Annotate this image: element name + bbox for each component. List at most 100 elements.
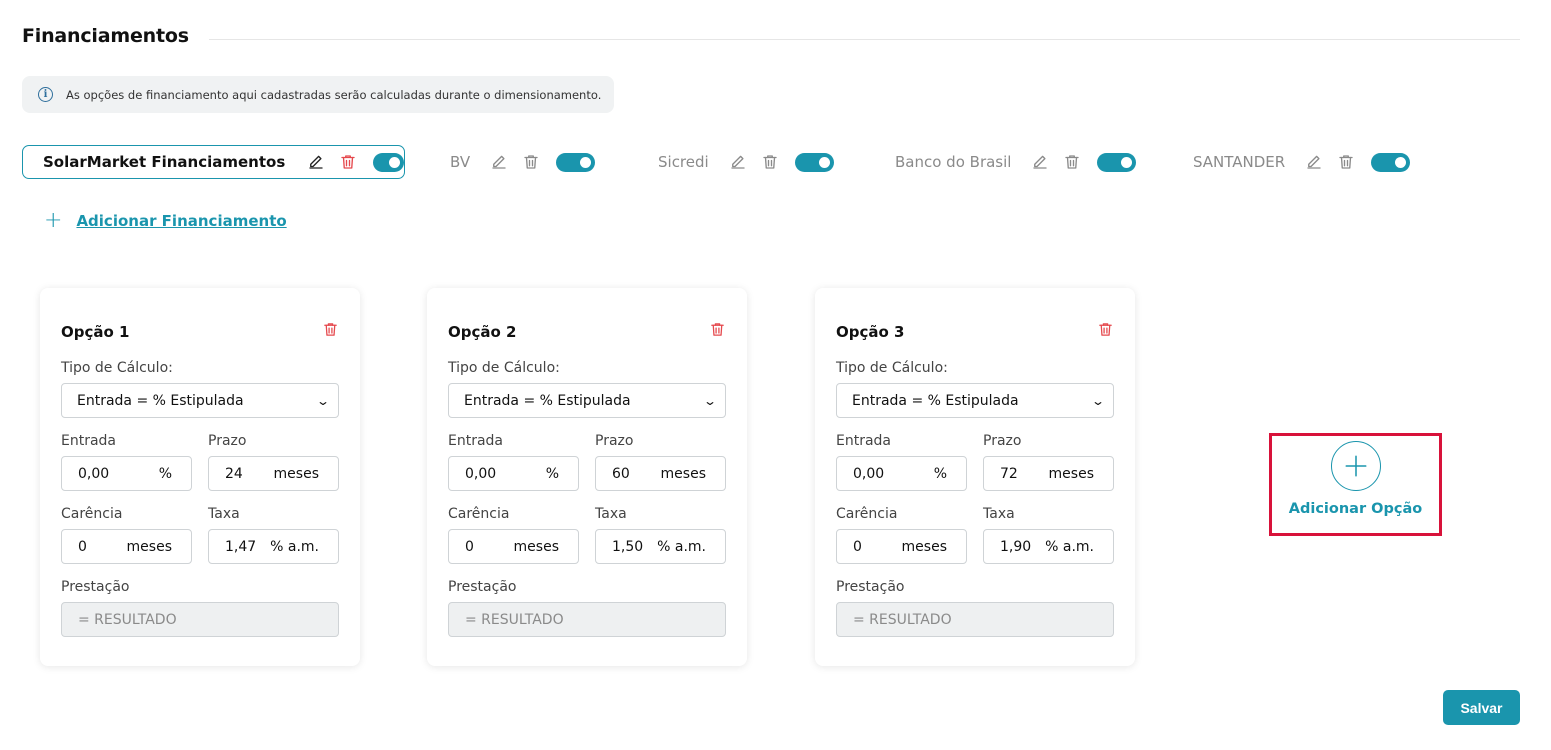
toggle-knob — [389, 156, 400, 168]
prestacao-label: Prestação — [836, 579, 905, 595]
carencia-value: 0 — [853, 538, 862, 555]
trash-icon[interactable] — [761, 153, 779, 171]
prazo-input[interactable]: 60 meses — [595, 456, 726, 491]
taxa-input[interactable]: 1,50 % a.m. — [595, 529, 726, 564]
calc-type-label: Tipo de Cálculo: — [448, 360, 560, 376]
prazo-unit: meses — [1048, 465, 1094, 482]
prazo-value: 72 — [1000, 465, 1018, 482]
entrada-unit: % — [933, 465, 947, 482]
toggle-knob — [818, 156, 830, 168]
tab-solarmarket-financiamentos[interactable]: SolarMarket Financiamentos — [22, 145, 405, 179]
entrada-input[interactable]: 0,00 % — [448, 456, 579, 491]
toggle-knob — [1121, 156, 1133, 168]
entrada-value: 0,00 — [78, 465, 110, 482]
carencia-value: 0 — [465, 538, 474, 555]
entrada-unit: % — [158, 465, 172, 482]
carencia-label: Carência — [836, 506, 898, 522]
add-financing-link[interactable]: + Adicionar Financiamento — [44, 210, 287, 232]
pencil-icon[interactable] — [1305, 153, 1323, 171]
pencil-icon[interactable] — [1031, 153, 1049, 171]
calc-type-select[interactable]: Entrada = % Estipulada ⌄ — [61, 383, 339, 418]
taxa-value: 1,47 — [225, 538, 257, 555]
taxa-unit: % a.m. — [270, 538, 319, 555]
prazo-value: 60 — [612, 465, 630, 482]
prazo-label: Prazo — [983, 433, 1022, 449]
prazo-unit: meses — [273, 465, 319, 482]
entrada-label: Entrada — [448, 433, 504, 449]
prestacao-label: Prestação — [448, 579, 517, 595]
prestacao-placeholder: = RESULTADO — [853, 611, 952, 628]
trash-icon[interactable] — [322, 321, 339, 342]
carencia-input[interactable]: 0 meses — [61, 529, 192, 564]
pencil-icon[interactable] — [729, 153, 747, 171]
calc-type-value: Entrada = % Estipulada — [77, 392, 244, 409]
prazo-input[interactable]: 24 meses — [208, 456, 339, 491]
taxa-unit: % a.m. — [657, 538, 706, 555]
card-title: Opção 3 — [836, 322, 905, 341]
calc-type-select[interactable]: Entrada = % Estipulada ⌄ — [836, 383, 1114, 418]
prestacao-placeholder: = RESULTADO — [78, 611, 177, 628]
card-header: Opção 1 — [61, 321, 339, 342]
carencia-value: 0 — [78, 538, 87, 555]
calc-type-label: Tipo de Cálculo: — [836, 360, 948, 376]
prestacao-placeholder: = RESULTADO — [465, 611, 564, 628]
calc-type-value: Entrada = % Estipulada — [464, 392, 631, 409]
option-card-2: Opção 2 Tipo de Cálculo: Entrada = % Est… — [427, 288, 747, 666]
chevron-down-icon: ⌄ — [315, 393, 331, 408]
carencia-unit: meses — [901, 538, 947, 555]
carencia-input[interactable]: 0 meses — [836, 529, 967, 564]
carencia-label: Carência — [61, 506, 123, 522]
page-header: Financiamentos — [22, 22, 1520, 50]
entrada-input[interactable]: 0,00 % — [836, 456, 967, 491]
tab-banco-do-brasil[interactable]: Banco do Brasil — [895, 145, 1137, 179]
entrada-unit: % — [545, 465, 559, 482]
tab-name: SANTANDER — [1193, 153, 1286, 171]
pencil-icon[interactable] — [490, 153, 508, 171]
prazo-label: Prazo — [208, 433, 247, 449]
prestacao-result: = RESULTADO — [448, 602, 726, 637]
carencia-unit: meses — [126, 538, 172, 555]
enabled-toggle[interactable] — [1371, 152, 1411, 172]
prazo-input[interactable]: 72 meses — [983, 456, 1114, 491]
carencia-input[interactable]: 0 meses — [448, 529, 579, 564]
tab-name: SolarMarket Financiamentos — [43, 153, 286, 171]
taxa-value: 1,90 — [1000, 538, 1032, 555]
calc-type-select[interactable]: Entrada = % Estipulada ⌄ — [448, 383, 726, 418]
trash-icon[interactable] — [339, 153, 357, 171]
plus-circle-icon — [1330, 441, 1381, 491]
entrada-value: 0,00 — [465, 465, 497, 482]
trash-icon[interactable] — [1097, 321, 1114, 342]
save-button[interactable]: Salvar — [1443, 690, 1520, 725]
add-option-button[interactable]: Adicionar Opção — [1269, 433, 1442, 536]
page-title: Financiamentos — [22, 25, 189, 47]
taxa-input[interactable]: 1,47 % a.m. — [208, 529, 339, 564]
enabled-toggle[interactable] — [373, 152, 404, 172]
tab-name: BV — [450, 153, 471, 171]
add-financing-label: Adicionar Financiamento — [76, 212, 287, 230]
enabled-toggle[interactable] — [556, 152, 596, 172]
carencia-label: Carência — [448, 506, 510, 522]
title-divider — [208, 38, 1520, 40]
entrada-label: Entrada — [61, 433, 117, 449]
trash-icon[interactable] — [709, 321, 726, 342]
pencil-icon[interactable] — [307, 153, 325, 171]
trash-icon[interactable] — [1337, 153, 1355, 171]
entrada-label: Entrada — [836, 433, 892, 449]
taxa-unit: % a.m. — [1045, 538, 1094, 555]
tab-bv[interactable]: BV — [450, 145, 596, 179]
trash-icon[interactable] — [1063, 153, 1081, 171]
taxa-label: Taxa — [983, 506, 1015, 522]
card-title: Opção 1 — [61, 322, 130, 341]
calc-type-label: Tipo de Cálculo: — [61, 360, 173, 376]
taxa-input[interactable]: 1,90 % a.m. — [983, 529, 1114, 564]
enabled-toggle[interactable] — [1097, 152, 1137, 172]
tab-sicredi[interactable]: Sicredi — [658, 145, 834, 179]
add-option-label: Adicionar Opção — [1288, 501, 1423, 517]
option-card-1: Opção 1 Tipo de Cálculo: Entrada = % Est… — [40, 288, 360, 666]
prestacao-result: = RESULTADO — [61, 602, 339, 637]
prazo-label: Prazo — [595, 433, 634, 449]
entrada-input[interactable]: 0,00 % — [61, 456, 192, 491]
tab-santander[interactable]: SANTANDER — [1193, 145, 1411, 179]
enabled-toggle[interactable] — [794, 152, 834, 172]
trash-icon[interactable] — [522, 153, 540, 171]
